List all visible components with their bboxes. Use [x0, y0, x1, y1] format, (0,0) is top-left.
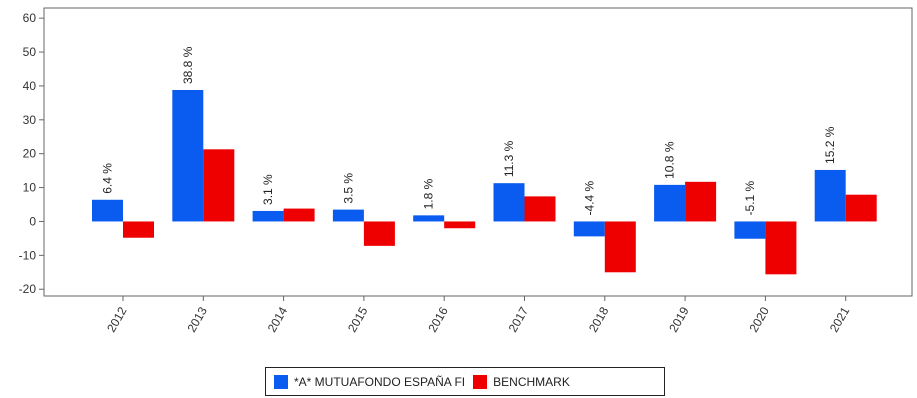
legend-label-fund: *A* MUTUAFONDO ESPAÑA FI	[294, 374, 466, 389]
plot-border	[43, 7, 913, 297]
plot-frame	[43, 7, 913, 297]
y-tick-label: -10	[19, 248, 37, 262]
legend: *A* MUTUAFONDO ESPAÑA FI BENCHMARK	[265, 367, 665, 396]
x-tick-label: 2012	[104, 304, 130, 334]
bar-benchmark	[444, 221, 476, 229]
data-label: 3.1 %	[261, 174, 275, 205]
x-tick-label: 2017	[506, 304, 532, 334]
bar-fund	[654, 184, 686, 222]
y-tick-label: 30	[23, 113, 37, 127]
y-tick-label: 40	[23, 79, 37, 93]
bar-benchmark	[604, 221, 636, 273]
bar-fund	[493, 183, 525, 222]
data-label: -5.1 %	[743, 180, 757, 215]
data-labels: 6.4 % 38.8 % 3.1 % 3.5 % 1.8 % 11.3 % -4.4 % 10…	[101, 46, 838, 215]
bar-fund	[413, 215, 445, 222]
data-label: 10.8 %	[663, 141, 677, 179]
data-label: -4.4 %	[582, 180, 596, 215]
bar-benchmark	[765, 221, 797, 275]
legend-swatch-fund	[274, 374, 288, 389]
bar-fund	[252, 210, 284, 222]
y-tick-label: 20	[23, 147, 37, 161]
x-axis: 2012 2013 2014 2015 2016 2017 2018 2019 2020 2021	[104, 296, 852, 335]
y-tick-label: -20	[19, 282, 37, 296]
bar-benchmark	[363, 221, 395, 246]
bar-fund	[92, 199, 123, 222]
y-tick-label: 0	[29, 214, 36, 228]
x-tick-label: 2016	[425, 304, 451, 334]
bars	[92, 89, 877, 275]
bar-benchmark	[524, 196, 556, 222]
bar-benchmark	[685, 181, 717, 222]
y-tick-label: 10	[23, 181, 37, 195]
y-tick-label: 60	[23, 11, 37, 25]
bar-benchmark	[203, 149, 235, 222]
x-tick-label: 2015	[345, 304, 371, 334]
bar-fund	[172, 89, 204, 222]
data-label: 6.4 %	[101, 163, 115, 194]
y-axis: 60 50 40 30 20 10 0 -10 -20	[19, 11, 44, 296]
y-tick-label: 50	[23, 45, 37, 59]
bar-benchmark	[845, 194, 877, 222]
data-label: 38.8 %	[181, 46, 195, 84]
legend-label-benchmark: BENCHMARK	[493, 374, 570, 389]
x-tick-label: 2018	[586, 304, 612, 334]
bar-fund	[332, 209, 364, 222]
x-tick-label: 2021	[827, 304, 853, 334]
legend-swatch-benchmark	[473, 374, 488, 389]
legend-item-benchmark: BENCHMARK	[473, 374, 570, 389]
bar-fund	[814, 169, 846, 222]
data-label: 3.5 %	[341, 173, 355, 204]
data-label: 15.2 %	[823, 126, 837, 164]
legend-item-fund: *A* MUTUAFONDO ESPAÑA FI	[274, 374, 466, 389]
bar-benchmark	[283, 208, 315, 222]
data-label: 11.3 %	[502, 140, 516, 177]
bar-fund	[734, 221, 766, 239]
x-tick-label: 2014	[265, 304, 291, 334]
bar-fund	[573, 221, 605, 237]
data-label: 1.8 %	[422, 178, 436, 209]
x-tick-label: 2013	[184, 304, 210, 334]
bar-benchmark	[123, 221, 154, 238]
x-tick-label: 2020	[747, 304, 773, 334]
x-tick-label: 2019	[666, 304, 692, 334]
